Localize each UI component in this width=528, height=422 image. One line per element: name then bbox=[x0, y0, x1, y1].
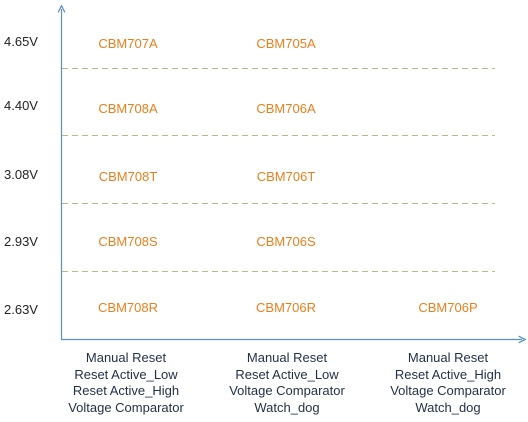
part-cbm706s: CBM706S bbox=[256, 234, 316, 249]
feature-line: Watch_dog bbox=[254, 399, 320, 415]
feature-line: Reset Active_High bbox=[72, 383, 180, 398]
y-label-2-93: 2.93V bbox=[4, 234, 38, 249]
part-cbm708r: CBM708R bbox=[98, 300, 158, 315]
column-label-3: Manual Reset Reset Active_High Voltage C… bbox=[368, 350, 528, 416]
y-label-4-40: 4.40V bbox=[4, 98, 38, 113]
feature-line: Reset Active_Low bbox=[74, 366, 178, 382]
part-cbm708s: CBM708S bbox=[98, 234, 158, 249]
column-label-2: Manual Reset Reset Active_Low Voltage Co… bbox=[207, 350, 367, 416]
part-cbm707a: CBM707A bbox=[98, 36, 158, 51]
feature-line: Watch_dog bbox=[415, 399, 481, 415]
part-cbm705a: CBM705A bbox=[256, 36, 316, 51]
column-label-1: Manual Reset Reset Active_Low Reset Acti… bbox=[46, 350, 206, 416]
part-cbm708a: CBM708A bbox=[98, 101, 158, 116]
feature-line: Reset Active_High bbox=[394, 366, 502, 382]
feature-line: Manual Reset bbox=[85, 350, 167, 365]
part-cbm706t: CBM706T bbox=[256, 169, 316, 184]
feature-line: Reset Active_Low bbox=[235, 366, 339, 382]
part-cbm708t: CBM708T bbox=[98, 169, 158, 184]
y-label-4-65: 4.65V bbox=[4, 34, 38, 49]
feature-line: Voltage Comparator bbox=[229, 383, 345, 398]
part-cbm706r: CBM706R bbox=[256, 300, 316, 315]
feature-line: Manual Reset bbox=[246, 350, 328, 365]
feature-line: Manual Reset bbox=[407, 350, 489, 365]
part-cbm706a: CBM706A bbox=[256, 101, 316, 116]
y-label-2-63: 2.63V bbox=[4, 302, 38, 317]
y-label-3-08: 3.08V bbox=[4, 167, 38, 182]
part-cbm706p: CBM706P bbox=[418, 300, 478, 315]
feature-line: Voltage Comparator bbox=[68, 399, 184, 415]
feature-line: Voltage Comparator bbox=[390, 383, 506, 398]
